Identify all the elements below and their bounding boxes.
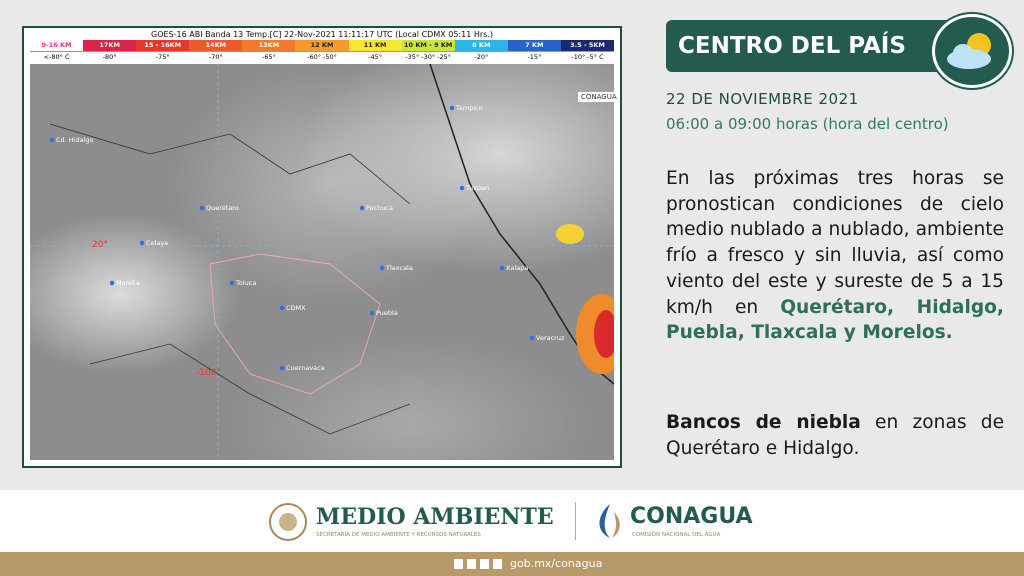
map-source: CONAGUA <box>578 92 620 102</box>
scale-cell: 10 KM - 9 KM -35° -30° -25° <box>401 40 455 62</box>
place-label: Veracruz <box>530 334 565 342</box>
url: gob.mx/conagua <box>510 557 603 570</box>
seal <box>269 503 307 541</box>
footer: MEDIO AMBIENTE SECRETARÍA DE MEDIO AMBIE… <box>0 490 1024 552</box>
weather-icon <box>932 14 1012 88</box>
scale-temp: -45° <box>348 51 402 62</box>
place-label: Pachuca <box>360 204 393 212</box>
scale-cell: 12 KM -60° -50° <box>295 40 349 62</box>
scale-height: 12 KM <box>295 40 349 51</box>
place-label: CDMX <box>280 304 306 312</box>
scale-cell: 14KM -70° <box>189 40 243 62</box>
scale-temp: -65° <box>242 51 296 62</box>
scale-temp: -70° <box>189 51 243 62</box>
scale-cell: 15 - 16KM -75° <box>136 40 190 62</box>
place-label: Cd. Hidalgo <box>50 136 94 144</box>
fog-zones: en zonas de Querétaro e Hidalgo. <box>666 412 1005 459</box>
place-label: Toluca <box>230 279 257 287</box>
scale-height: 7 KM <box>507 40 561 51</box>
place-label: Celaya <box>140 239 169 247</box>
scale-temp: -60° -50° <box>295 51 349 62</box>
scale-height: 14KM <box>189 40 243 51</box>
fog-bold: Bancos de niebla <box>666 412 861 433</box>
forecast-text: En las próximas tres horas se pronostica… <box>666 166 1004 346</box>
satellite-map: GOES-16 ABI Banda 13 Temp.[C] 22-Nov-202… <box>22 26 622 468</box>
scale-height: 9-16 KM <box>30 40 84 51</box>
state-borders <box>49 123 411 435</box>
place-label: Morelia <box>110 279 140 287</box>
scale-height: 3.5 - 5KM <box>560 40 615 51</box>
agency2: CONAGUA <box>630 504 753 529</box>
place-label: Tuxpan <box>460 184 490 192</box>
header-title: CENTRO DEL PAÍS <box>666 20 986 72</box>
map-overlay <box>30 64 614 460</box>
region-border <box>209 253 381 395</box>
scale-cell: 8 KM -20° <box>454 40 508 62</box>
scale-height: 17KM <box>83 40 137 51</box>
scale-height: 13KM <box>242 40 296 51</box>
scale-height: 11 KM <box>348 40 402 51</box>
scale-cell: 11 KM -45° <box>348 40 402 62</box>
scale-temp: -20° <box>454 51 508 62</box>
scale-temp: -75° <box>136 51 190 62</box>
conagua-logo <box>599 504 620 538</box>
scale-cell: 3.5 - 5KM -10° -5° C <box>560 40 615 62</box>
place-label: Xalapa <box>500 264 529 272</box>
storm-cell <box>556 224 584 244</box>
lon-label: -100° <box>196 368 221 378</box>
scale-height: 10 KM - 9 KM <box>401 40 455 51</box>
states: Querétaro, Hidalgo, Puebla, Tlaxcala y M… <box>666 296 1004 344</box>
social-icons <box>454 559 504 569</box>
agency1-sub: SECRETARÍA DE MEDIO AMBIENTE Y RECURSOS … <box>316 532 481 538</box>
fog-text: Bancos de niebla en zonas de Querétaro e… <box>666 410 1004 461</box>
color-scale: 9-16 KM <-80° C 17KM -80° 15 - 16KM -75° 14KM -… <box>30 40 615 62</box>
map-image: 20° -100° CONAGUA Cd. Hidalgo CDMX Pachuca… <box>30 64 620 460</box>
time-range: 06:00 a 09:00 horas (hora del centro) <box>666 115 949 133</box>
place-label: Querétaro <box>200 204 239 212</box>
scale-temp: -35° -30° -25° <box>401 51 455 62</box>
place-label: Tlaxcala <box>380 264 413 272</box>
scale-cell: 7 KM -15° <box>507 40 561 62</box>
agency2-sub: COMISIÓN NACIONAL DEL AGUA <box>632 532 721 538</box>
scale-cell: 17KM -80° <box>83 40 137 62</box>
divider <box>575 502 576 540</box>
place-label: Tampico <box>450 104 483 112</box>
place-label: Puebla <box>370 309 398 317</box>
place-label: Cuernavaca <box>280 364 325 372</box>
footer-strip: gob.mx/conagua <box>0 552 1024 576</box>
scale-temp: -80° <box>83 51 137 62</box>
scale-height: 8 KM <box>454 40 508 51</box>
cloud-sun <box>947 33 991 69</box>
scale-height: 15 - 16KM <box>136 40 190 51</box>
map-title: GOES-16 ABI Banda 13 Temp.[C] 22-Nov-202… <box>151 30 493 39</box>
scale-temp: -15° <box>507 51 561 62</box>
agency1: MEDIO AMBIENTE <box>316 504 554 530</box>
lat-label: 20° <box>92 240 108 250</box>
storm-cell <box>594 310 614 358</box>
forecast: En las próximas tres horas se pronostica… <box>666 168 1004 318</box>
date: 22 DE NOVIEMBRE 2021 <box>666 90 859 108</box>
scale-cell: 13KM -65° <box>242 40 296 62</box>
scale-cell: 9-16 KM <-80° C <box>30 40 84 62</box>
scale-temp: <-80° C <box>30 51 84 62</box>
scale-temp: -10° -5° C <box>560 51 615 62</box>
